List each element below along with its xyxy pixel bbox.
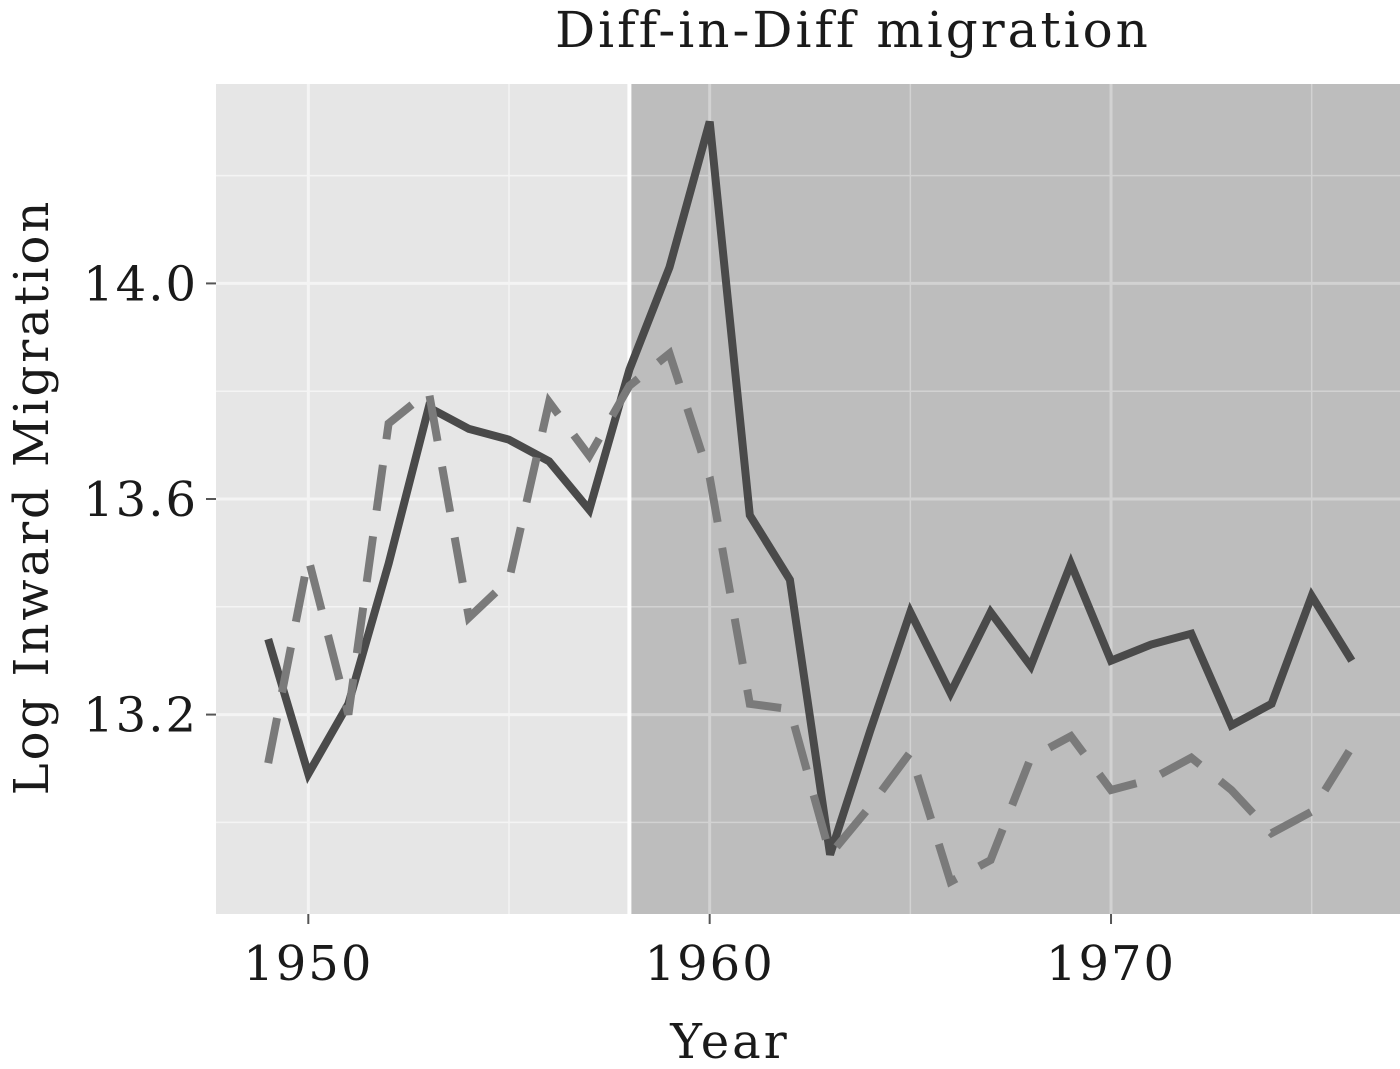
chart-title: Diff-in-Diff migration xyxy=(555,1,1151,59)
x-tick-label: 1970 xyxy=(1046,936,1176,992)
y-tick-label: 13.2 xyxy=(83,688,198,744)
x-axis-title: Year xyxy=(669,1014,789,1069)
x-tick-label: 1950 xyxy=(243,936,373,992)
x-axis-ticks: 1950 1960 1970 xyxy=(243,914,1176,992)
series-line-dashed xyxy=(264,346,1356,888)
y-tick-label: 13.6 xyxy=(83,472,198,528)
x-tick-label: 1960 xyxy=(645,936,775,992)
series-lines xyxy=(264,84,1356,914)
y-axis-ticks: 13.2 13.6 14.0 xyxy=(83,256,216,744)
series-line-solid xyxy=(264,120,1356,856)
y-axis-title: Log Inward Migration xyxy=(4,199,60,796)
y-tick-label: 14.0 xyxy=(83,256,198,312)
